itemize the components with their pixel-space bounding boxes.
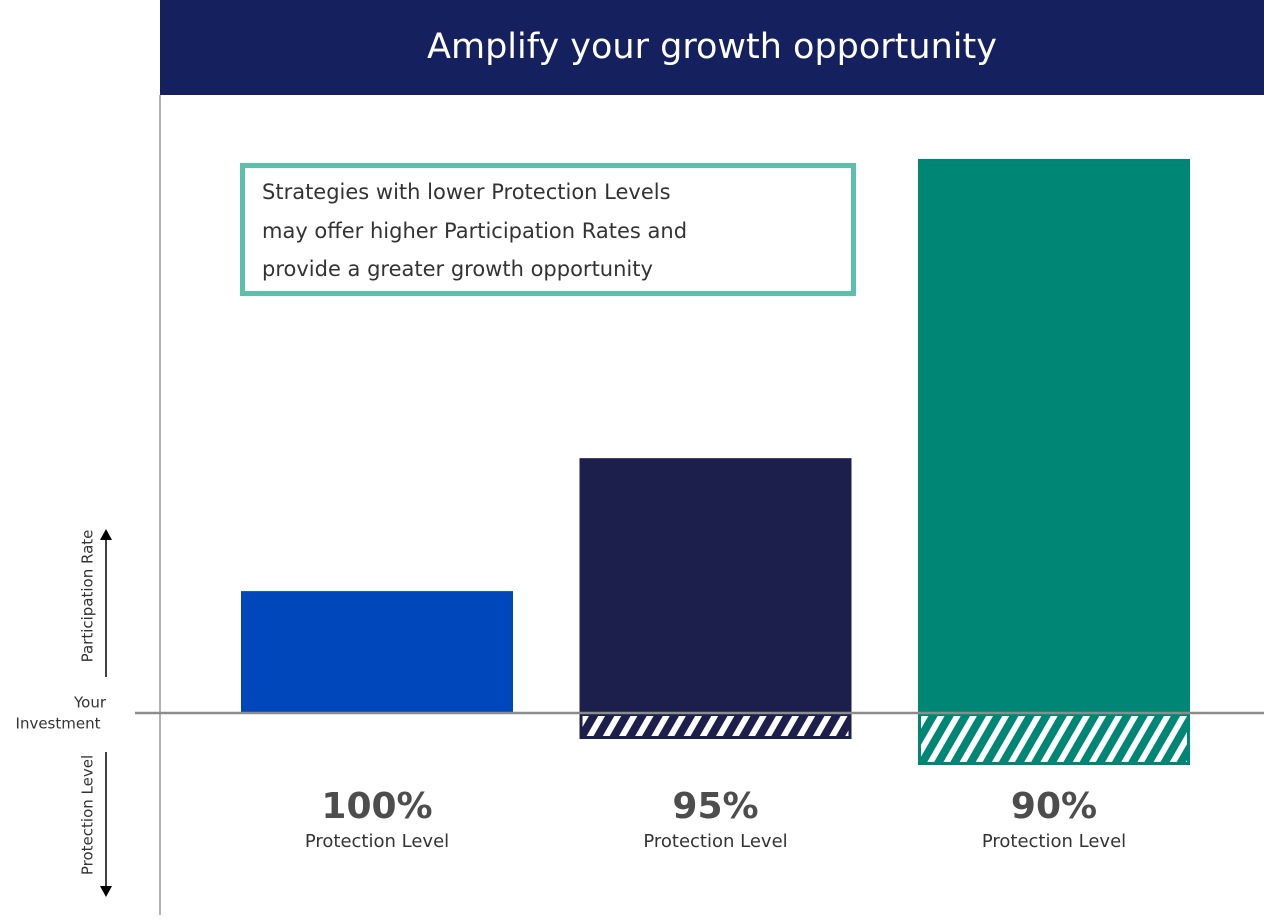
baseline-label: Investment [16, 715, 101, 733]
category-label: 95% [672, 786, 758, 827]
y-axis-label-down: Protection Level [79, 755, 97, 875]
annotation-line: Strategies with lower Protection Levels [262, 180, 671, 204]
annotation-line: may offer higher Participation Rates and [262, 219, 687, 243]
annotation-line: provide a greater growth opportunity [262, 257, 653, 281]
chart-title: Amplify your growth opportunity [427, 27, 997, 67]
category-sublabel: Protection Level [305, 831, 449, 852]
annotation-box [240, 163, 856, 296]
category-sublabel: Protection Level [982, 831, 1126, 852]
category-label: 90% [1011, 786, 1097, 827]
bar [579, 458, 852, 713]
bar [918, 159, 1190, 713]
baseline-label: Your [73, 694, 107, 712]
protection-bar [579, 713, 852, 739]
category-sublabel: Protection Level [643, 831, 787, 852]
arrow-head [100, 529, 112, 540]
header-band [160, 0, 1264, 95]
protection-bar [918, 713, 1190, 765]
y-axis-label: Participation Rate [79, 530, 97, 663]
arrow-head [100, 886, 112, 897]
bar [241, 591, 513, 713]
category-label: 100% [321, 786, 432, 827]
